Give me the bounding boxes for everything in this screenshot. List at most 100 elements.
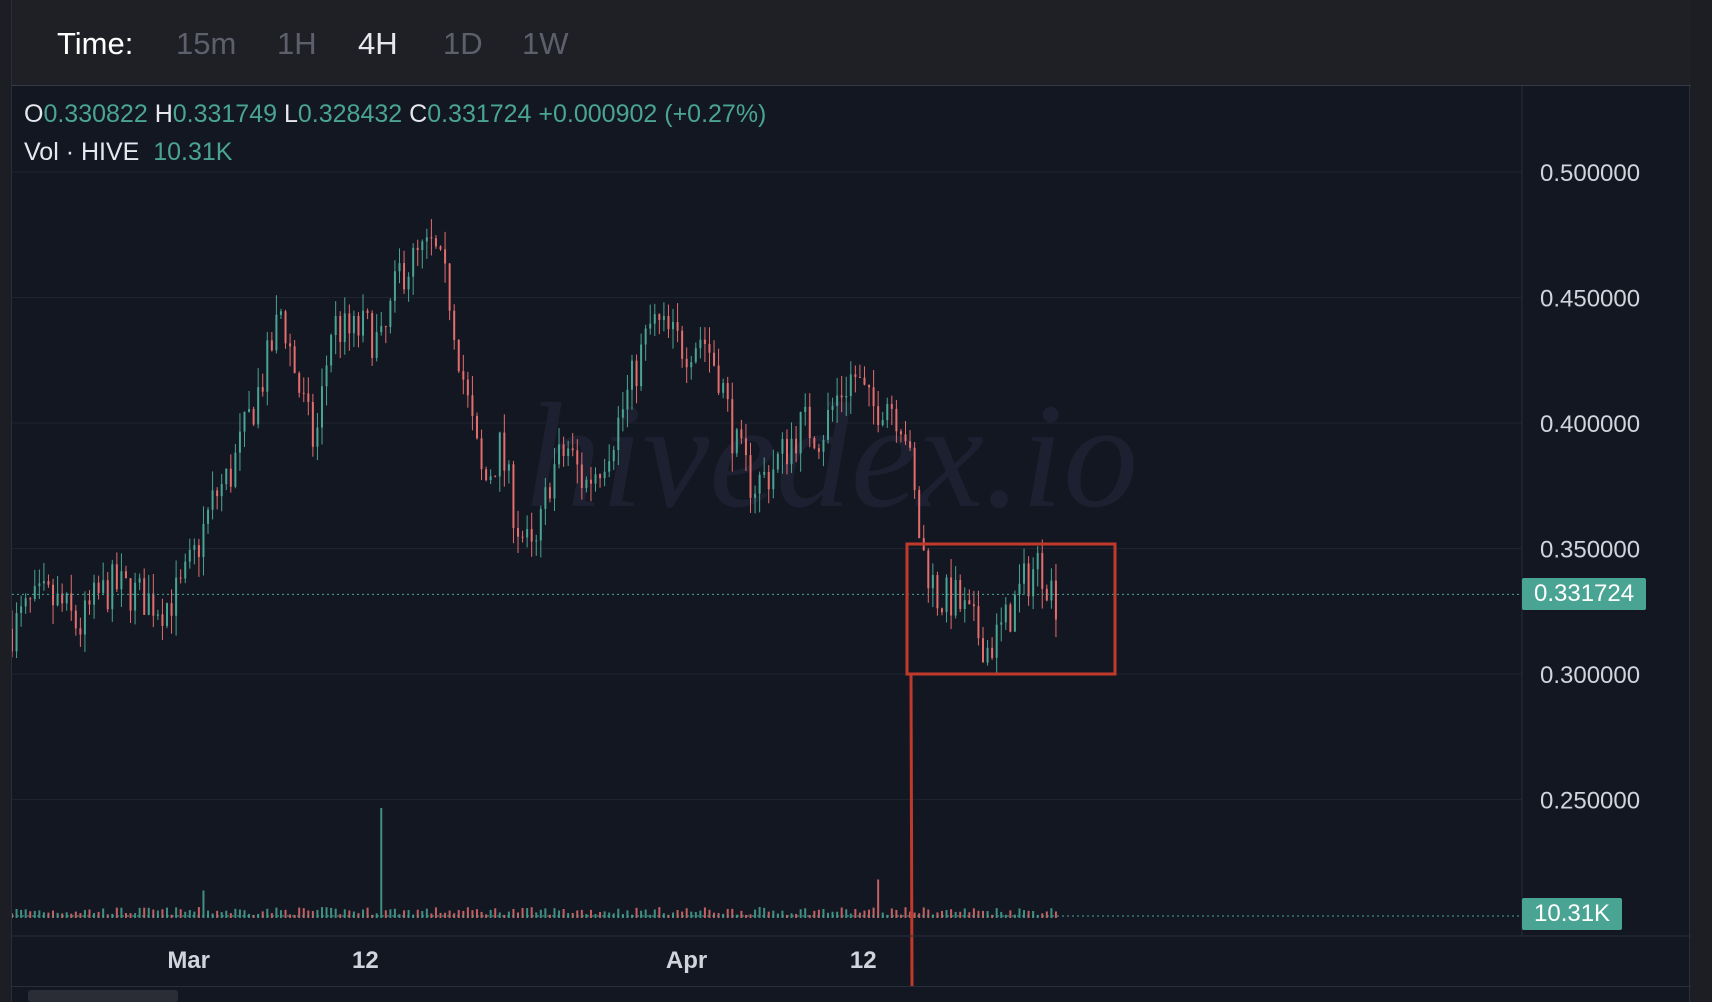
candle-body (1032, 569, 1035, 597)
candle-body (699, 339, 702, 349)
candle-body (220, 484, 223, 497)
volume-bar (690, 911, 693, 918)
volume-bar (293, 914, 296, 918)
volume-bar (47, 912, 50, 918)
volume-bar (940, 910, 943, 918)
candle-body (676, 321, 679, 331)
candle-body (539, 508, 542, 541)
candle-body (83, 600, 86, 635)
volume-bar (767, 911, 770, 918)
volume-bar (703, 907, 706, 918)
volume-bar (20, 909, 23, 918)
candle-body (681, 330, 684, 359)
volume-bar (439, 912, 442, 918)
volume-bar (24, 909, 27, 918)
candle-body (466, 379, 469, 396)
timeframe-1h-button[interactable]: 1H (277, 26, 317, 61)
candle-body (621, 409, 624, 418)
volume-bar (968, 912, 971, 918)
candle-body (630, 360, 633, 390)
candle-body (822, 439, 825, 452)
volume-bar (462, 910, 465, 918)
price-tick-label: 0.350000 (1540, 537, 1640, 564)
candle-body (521, 536, 524, 538)
volume-bar (366, 907, 369, 918)
volume-bar (398, 914, 401, 918)
candle-body (134, 582, 137, 611)
volume-bar (558, 910, 561, 918)
candle-body (731, 399, 734, 454)
candle-body (398, 263, 401, 272)
candle-body (170, 603, 173, 616)
candle-body (1000, 622, 1003, 625)
candle-body (749, 455, 752, 498)
volume-bar (726, 908, 729, 918)
volume-bar (330, 907, 333, 918)
candle-body (366, 310, 369, 313)
candle-body (849, 374, 852, 397)
candle-body (248, 408, 251, 412)
volume-bar (156, 910, 159, 918)
volume-bar (343, 909, 346, 918)
candle-body (640, 344, 643, 387)
volume-bar (922, 907, 925, 918)
candle-body (754, 493, 757, 498)
volume-bar (840, 907, 843, 918)
price-tick-label: 0.300000 (1540, 662, 1640, 689)
candle-body (261, 387, 264, 392)
candle-body (535, 540, 538, 542)
candle-body (79, 628, 82, 635)
candle-body (512, 464, 515, 529)
candlestick-chart[interactable]: hivedex.io 0.5000000.4500000.4000000.350… (12, 86, 1691, 986)
candle-body (102, 580, 105, 593)
candle-body (275, 314, 278, 351)
candle-body (47, 581, 50, 585)
timeframe-15m-button[interactable]: 15m (176, 26, 237, 61)
time-tick-label: Mar (167, 947, 210, 974)
volume-bar (325, 907, 328, 918)
candle-body (612, 449, 615, 462)
volume-bar (202, 890, 205, 918)
candle-body (836, 395, 839, 406)
candle-body (339, 315, 342, 343)
candle-body (904, 434, 907, 442)
low-key: L (283, 100, 298, 128)
volume-bar (480, 911, 483, 918)
highlight-pointer-line (909, 673, 914, 986)
candle-body (503, 432, 506, 471)
candle-body (65, 593, 68, 604)
candle-body (909, 441, 912, 448)
volume-bar (858, 912, 861, 918)
candle-body (562, 444, 565, 456)
candle-body (485, 469, 488, 481)
volume-bar (863, 910, 866, 918)
candle-body (827, 409, 830, 440)
volume-bar (475, 909, 478, 918)
timeframe-1w-button[interactable]: 1W (522, 26, 569, 61)
volume-bar (539, 909, 542, 918)
candle-body (813, 437, 816, 449)
candle-body (708, 343, 711, 353)
candle-body (872, 387, 875, 407)
close-key: C (409, 100, 428, 128)
candle-body (266, 340, 269, 392)
volume-bar (70, 913, 73, 918)
timeframe-1d-button[interactable]: 1D (443, 26, 483, 61)
volume-bar (1054, 911, 1057, 918)
volume-bar (644, 909, 647, 918)
last-price-tag: 0.331724 (1522, 578, 1647, 610)
candle-body (289, 343, 292, 347)
timeframe-4h-button[interactable]: 4H (358, 26, 398, 61)
volume-bar (899, 914, 902, 918)
candle-body (257, 387, 260, 425)
candle-body (945, 577, 948, 613)
candle-body (576, 450, 579, 465)
volume-bar (316, 909, 319, 918)
scrollbar-thumb[interactable] (28, 990, 178, 1002)
candle-body (580, 464, 583, 489)
candle-body (795, 438, 798, 454)
volume-bar (266, 908, 269, 918)
candle-body (881, 420, 884, 426)
volume-bar (640, 910, 643, 918)
candle-body (453, 310, 456, 340)
